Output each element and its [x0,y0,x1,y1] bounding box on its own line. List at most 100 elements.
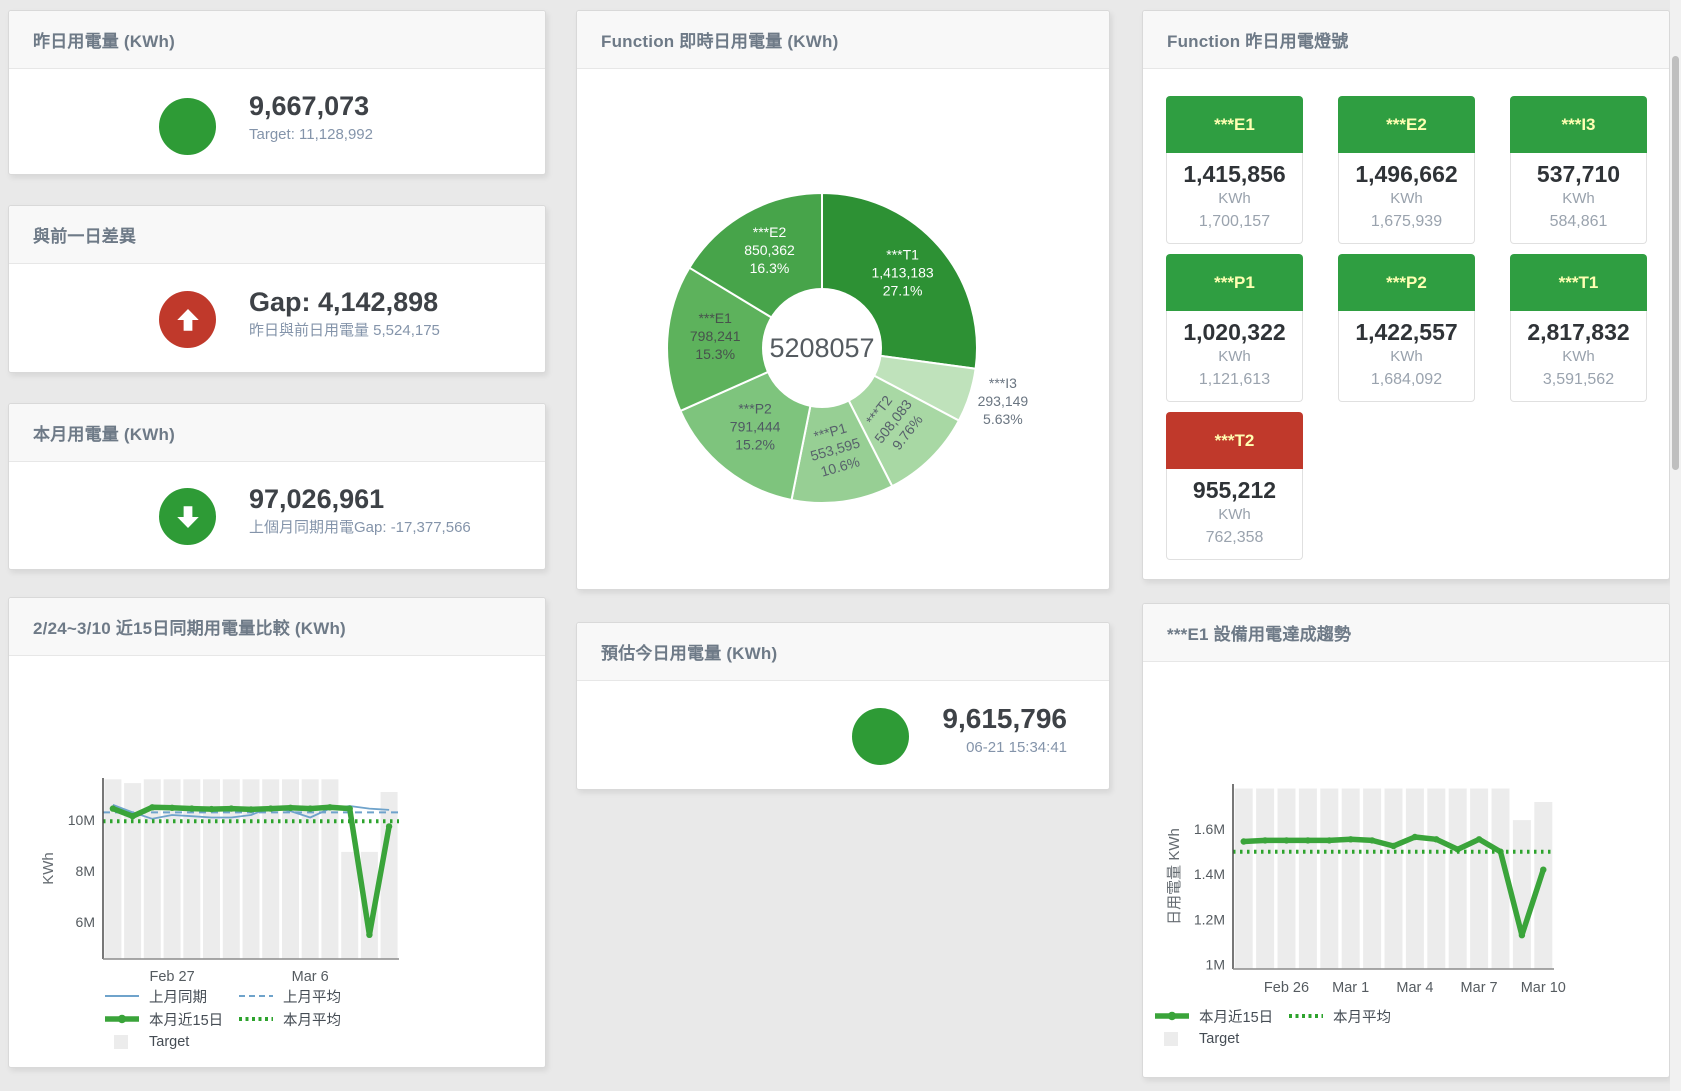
target-bar [1512,820,1531,969]
series-point [1390,842,1397,850]
series-point [208,805,215,813]
series-point [129,813,136,820]
series-point [149,804,156,811]
target-bar [163,779,181,959]
x-tick-label: Feb 26 [1264,980,1309,996]
card-compare-chart: 2/24~3/10 近15日同期用電量比較 (KWh) 6M 8M 10M Feb 2… [8,597,546,1068]
series-point [188,805,195,812]
target-bar [222,779,240,959]
tile-unit: KWh [1562,190,1595,207]
series-point [307,805,314,812]
tile-value: 1,415,856 [1183,161,1286,187]
page-scrollbar[interactable] [1670,0,1681,1091]
tile-unit: KWh [1562,348,1595,365]
legend-item-box[interactable]: Target [1154,1029,1288,1049]
card-yesterday-lights: Function 昨日用電燈號 ***E1 1,415,856 KWh 1,700,1… [1142,10,1670,580]
target-bar [360,851,378,959]
target-bar [1234,788,1253,969]
donut-slice-label: ***T1 1,413,183 27.1% [871,247,933,299]
target-bar [1470,788,1489,969]
tile-value: 1,496,662 [1355,161,1458,187]
donut-slice-label: ***I3 293,149 5.63% [978,375,1029,427]
card-title: 2/24~3/10 近15日同期用電量比較 (KWh) [9,598,545,656]
legend-item-box[interactable]: Target [104,1032,238,1052]
tile-label: ***P2 [1338,254,1475,311]
tile-target-value: 3,591,562 [1542,371,1615,388]
legend-swatch [239,1017,273,1021]
series-point [1368,837,1376,844]
tile-label: ***E1 [1166,96,1303,153]
light-tile-i3: ***I3 537,710 KWh 584,861 [1510,96,1647,244]
tile-value: 1,422,557 [1355,319,1458,345]
legend-item-thin[interactable]: 上月同期 [104,986,238,1006]
tile-unit: KWh [1390,348,1423,365]
arrow-down-icon [159,488,216,545]
y-tick-label: 1.6M [1194,821,1225,837]
y-tick-label: 10M [68,812,95,828]
target-bar [301,779,319,959]
series-point [228,805,235,812]
card-title: 預估今日用電量 (KWh) [577,623,1109,681]
realtime-usage-donut-chart: 5208057 ***T1 1,413,183 27.1% ***I3 293,149 5.… [666,191,1029,505]
card-title: Function 昨日用電燈號 [1143,11,1669,69]
legend-label: 本月近15日 [149,1012,224,1029]
series-point [1475,836,1483,843]
tile-label: ***I3 [1510,96,1647,153]
donut-center-total: 5208057 [769,333,874,363]
card-title: 本月用電量 (KWh) [9,404,545,462]
legend-swatch [1289,1014,1323,1018]
kpi-subtitle: Target: 11,128,992 [249,126,373,143]
kpi-value: Gap: 4,142,898 [249,287,439,317]
kpi-value: 9,667,073 [249,91,370,121]
tile-body: 1,415,856 KWh 1,700,157 [1166,153,1303,244]
x-tick-label: Mar 4 [1396,980,1433,996]
status-circle [852,708,909,765]
card-realtime-donut: Function 即時日用電量 (KWh) 5208057 ***T1 1,413,… [576,10,1110,590]
target-bar [380,792,398,959]
y-axis-title: 日用電量 KWh [1166,828,1183,925]
legend-item-dashed[interactable]: 上月平均 [238,986,408,1006]
target-bar [1320,788,1339,969]
tile-target-value: 1,700,157 [1198,213,1271,230]
tile-target-value: 584,861 [1549,213,1608,230]
target-bar [282,779,299,959]
legend-swatch [1164,1032,1178,1046]
target-bar [124,783,142,959]
series-point [1411,833,1419,841]
card-yesterday-usage: 昨日用電量 (KWh) 9,667,073 Target: 11,128,992 [8,10,546,175]
compare-chart-legend: 上月同期 上月平均 本月近15日 本月平均 Target [104,986,408,1052]
legend-swatch [239,995,273,997]
light-tile-e2: ***E2 1,496,662 KWh 1,675,939 [1338,96,1475,244]
tile-body: 1,020,322 KWh 1,121,613 [1166,311,1303,402]
tile-body: 955,212 KWh 762,358 [1166,469,1303,560]
target-bar [1298,788,1317,969]
tile-unit: KWh [1218,348,1251,365]
series-point [1283,837,1290,844]
donut-slice-label: ***E1 798,241 15.3% [690,310,741,362]
legend-item-thick[interactable]: 本月近15日 [1154,1006,1288,1026]
scrollbar-thumb[interactable] [1672,56,1679,470]
card-title: Function 即時日用電量 (KWh) [577,11,1109,69]
series-point [1518,932,1526,939]
legend-item-thick[interactable]: 本月近15日 [104,1009,238,1029]
series-point [366,931,373,938]
kpi-subtitle: 上個月同期用電Gap: -17,377,566 [249,519,471,536]
legend-item-dotted[interactable]: 本月平均 [238,1009,408,1029]
legend-label: Target [1199,1031,1240,1047]
x-tick-label: Mar 1 [1332,980,1369,996]
tile-body: 1,496,662 KWh 1,675,939 [1338,153,1475,244]
tile-label: ***T2 [1166,412,1303,469]
tile-body: 2,817,832 KWh 3,591,562 [1510,311,1647,402]
target-bar [143,779,161,959]
target-bar [104,779,122,959]
legend-swatch [114,1035,128,1049]
legend-item-dotted[interactable]: 本月平均 [1288,1006,1458,1026]
series-point [346,805,353,812]
card-title: 昨日用電量 (KWh) [9,11,545,69]
target-bar [242,779,260,959]
tile-body: 537,710 KWh 584,861 [1510,153,1647,244]
tile-value: 1,020,322 [1183,319,1286,345]
x-tick-label: Mar 6 [292,969,329,985]
series-point [1326,837,1333,844]
lights-tile-grid: ***E1 1,415,856 KWh 1,700,157 ***E2 1,496,662… [1166,96,1647,560]
